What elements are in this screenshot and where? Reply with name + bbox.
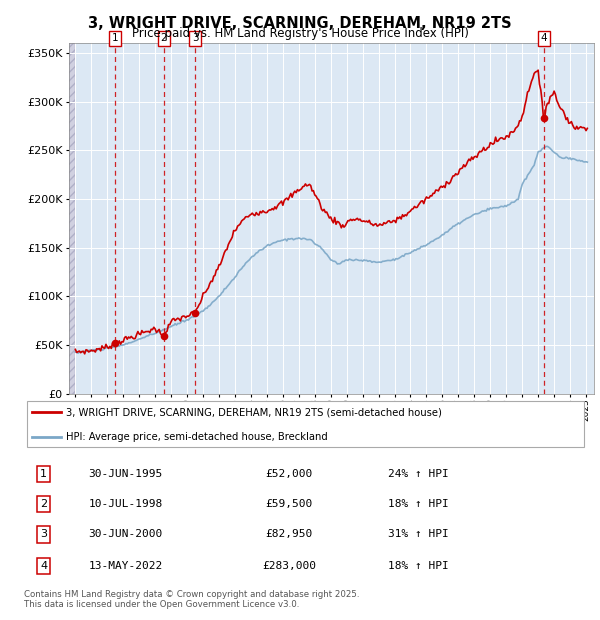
Text: £283,000: £283,000 (262, 561, 316, 571)
Text: 18% ↑ HPI: 18% ↑ HPI (388, 561, 449, 571)
Text: Contains HM Land Registry data © Crown copyright and database right 2025.: Contains HM Land Registry data © Crown c… (24, 590, 359, 600)
Text: £52,000: £52,000 (265, 469, 313, 479)
Text: 18% ↑ HPI: 18% ↑ HPI (388, 499, 449, 509)
Text: 3: 3 (192, 33, 199, 43)
Text: 31% ↑ HPI: 31% ↑ HPI (388, 529, 449, 539)
Text: HPI: Average price, semi-detached house, Breckland: HPI: Average price, semi-detached house,… (66, 432, 328, 442)
FancyBboxPatch shape (27, 401, 584, 448)
Text: 2: 2 (40, 499, 47, 509)
Text: 2: 2 (160, 33, 167, 43)
Text: 3: 3 (40, 529, 47, 539)
Text: 4: 4 (541, 33, 547, 43)
Text: 30-JUN-1995: 30-JUN-1995 (88, 469, 163, 479)
Text: 30-JUN-2000: 30-JUN-2000 (88, 529, 163, 539)
Text: 3, WRIGHT DRIVE, SCARNING, DEREHAM, NR19 2TS (semi-detached house): 3, WRIGHT DRIVE, SCARNING, DEREHAM, NR19… (66, 407, 442, 417)
Text: £59,500: £59,500 (265, 499, 313, 509)
Text: 1: 1 (40, 469, 47, 479)
Text: 24% ↑ HPI: 24% ↑ HPI (388, 469, 449, 479)
Text: 10-JUL-1998: 10-JUL-1998 (88, 499, 163, 509)
Text: £82,950: £82,950 (265, 529, 313, 539)
Text: 3, WRIGHT DRIVE, SCARNING, DEREHAM, NR19 2TS: 3, WRIGHT DRIVE, SCARNING, DEREHAM, NR19… (88, 16, 512, 30)
Text: 4: 4 (40, 561, 47, 571)
Text: Price paid vs. HM Land Registry's House Price Index (HPI): Price paid vs. HM Land Registry's House … (131, 27, 469, 40)
Text: 1: 1 (112, 33, 119, 43)
Text: This data is licensed under the Open Government Licence v3.0.: This data is licensed under the Open Gov… (24, 600, 299, 609)
Text: 13-MAY-2022: 13-MAY-2022 (88, 561, 163, 571)
